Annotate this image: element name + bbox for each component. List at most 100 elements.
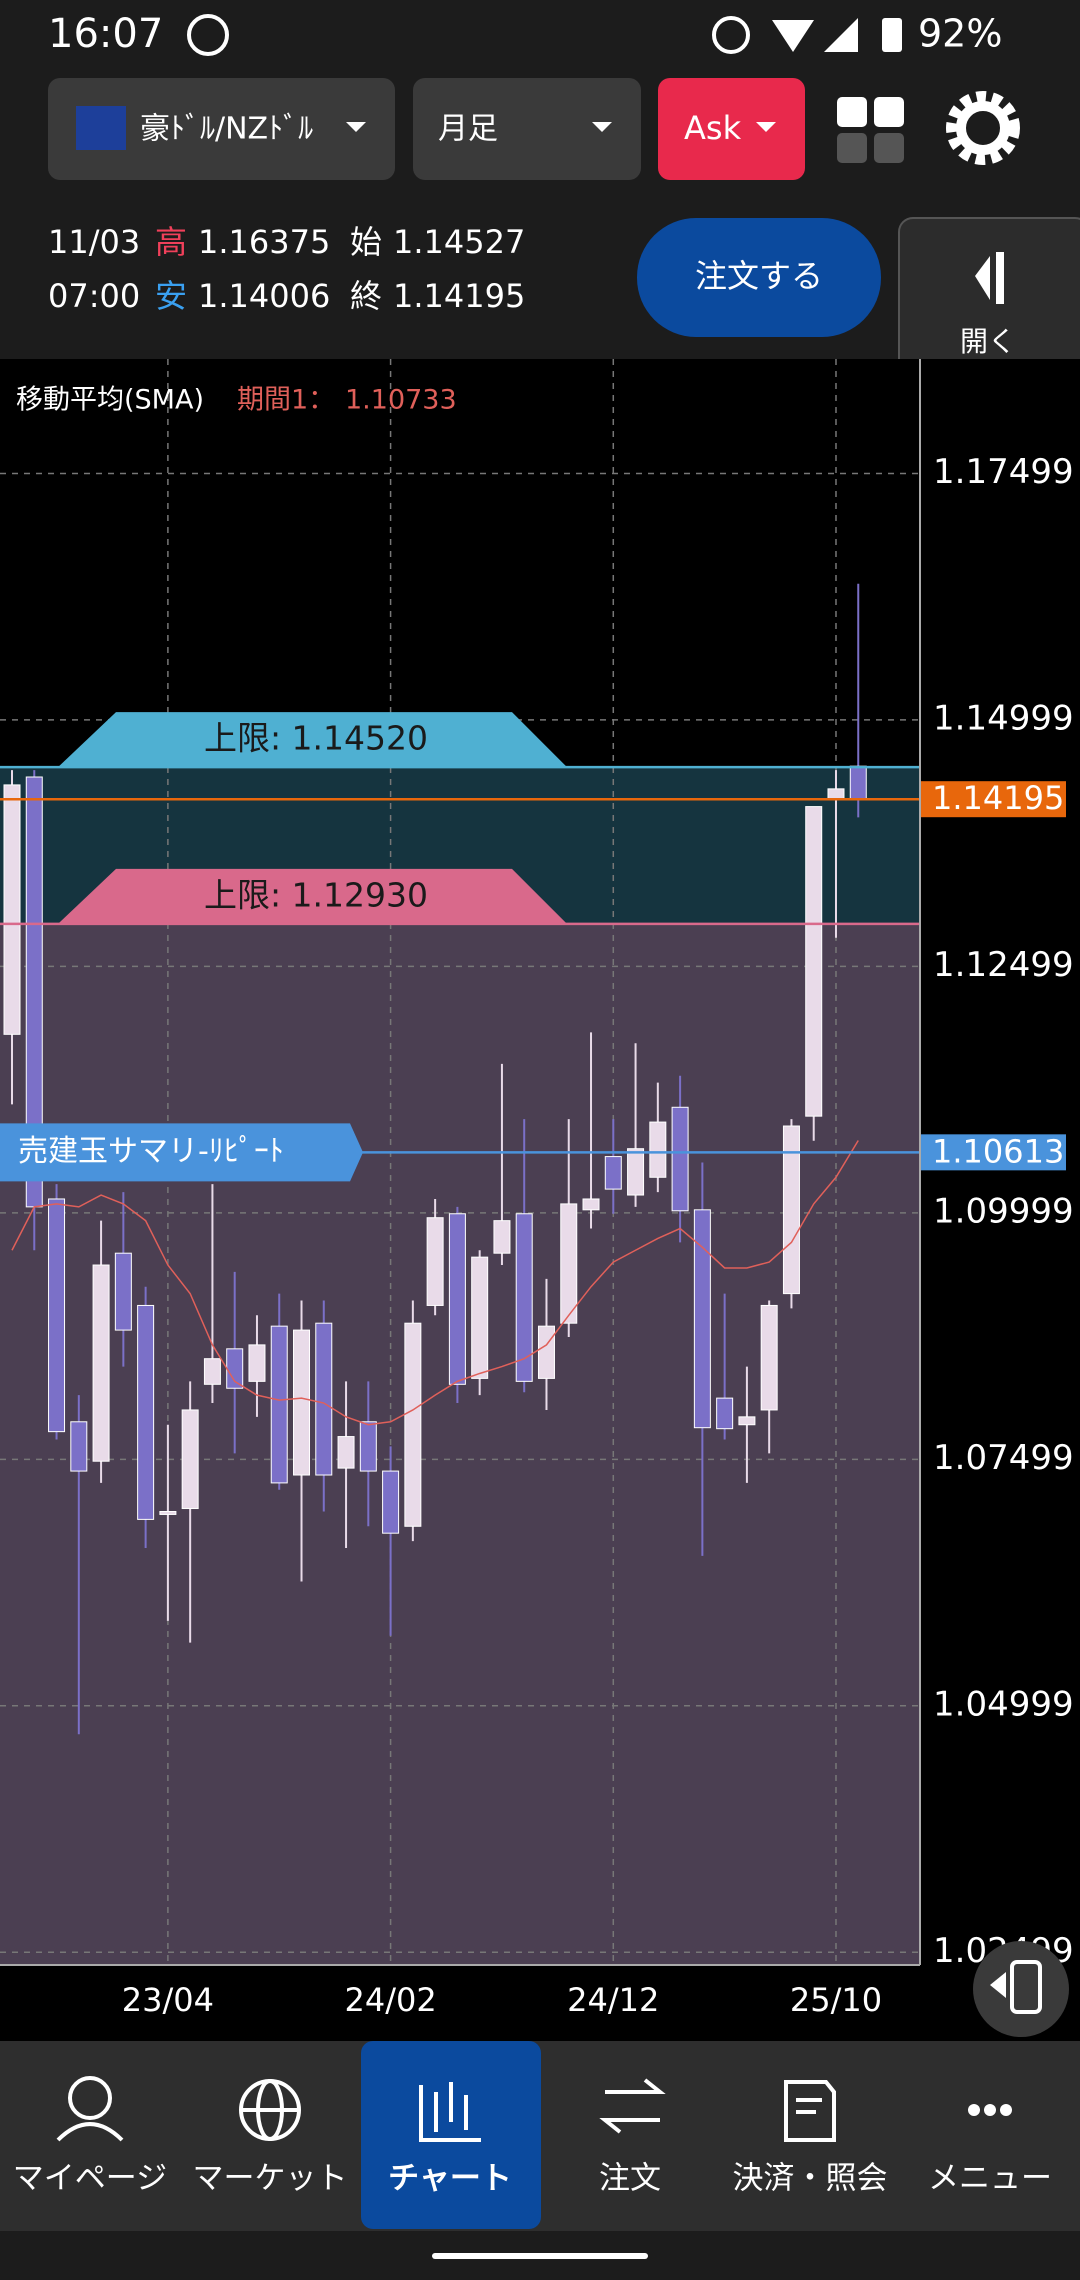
side-name: Ask [684,109,742,147]
close-value: 1.14195 [393,277,525,315]
order-button[interactable] [637,218,881,337]
indicator-name: 移動平均(SMA) [16,385,204,416]
candle-body [426,1217,444,1306]
flag-icon [76,106,126,150]
candle-body [270,1325,288,1484]
panel-icon [975,252,1004,304]
period-select[interactable] [413,78,641,180]
candle-body [671,1106,689,1212]
candles [3,583,867,1735]
candle-body [137,1304,155,1520]
candle-body [627,1148,645,1196]
candle-body [337,1436,355,1469]
nav-label: チャート [388,2161,512,2197]
order-button-label: 注文する [695,257,823,295]
pair-name: 豪ﾄﾞﾙ/NZﾄﾞﾙ [140,112,313,147]
y-tick-label: 1.04999 [933,1684,1074,1724]
status-icon [187,14,229,56]
candle-body [560,1203,578,1324]
high-value: 1.16375 [198,223,330,261]
limit-label: 上限: 1.14520 [204,719,428,758]
settings-button[interactable] [946,91,1020,165]
candle-body [738,1416,756,1426]
nav-label: 決済・照会 [733,2161,888,2197]
price-label: 1.14195 [932,779,1064,817]
layout-button[interactable] [837,97,904,163]
battery-level: 92% [918,12,1002,56]
period-name: 月足 [438,112,498,147]
quote-date: 11/03 [48,223,140,261]
candle-body [604,1156,622,1190]
candle-body [760,1304,778,1411]
x-tick-label: 25/10 [790,1981,882,2019]
candle-body [404,1322,422,1527]
nav-label: メニュー [928,2161,1052,2197]
menu-icon [968,2104,1012,2116]
battery-icon [882,18,902,52]
rotate-button[interactable] [973,1941,1069,2037]
candle-body [92,1264,110,1462]
y-tick-label: 1.09999 [933,1191,1074,1231]
candle-body [471,1256,489,1379]
high-label: 高 [155,223,187,261]
candle-body [493,1220,511,1254]
candle-body [203,1358,221,1385]
candle-body [48,1198,66,1433]
candle-body [315,1322,333,1476]
candle-body [248,1344,266,1382]
candle-body [448,1213,466,1385]
y-tick-label: 1.14999 [933,698,1074,738]
quote-time: 07:00 [48,277,140,315]
wifi-icon [772,20,814,52]
sma-line [11,1140,859,1426]
y-tick-label: 1.12499 [933,945,1074,985]
position-tag [0,1123,363,1182]
dropdown-arrow [756,122,776,132]
nav-icons [56,2076,836,2142]
low-label: 安 [155,277,187,315]
candle-body [849,765,867,800]
candle-body [181,1409,199,1510]
price-box [920,1134,1066,1171]
x-tick-label: 24/02 [344,1981,436,2019]
candle-body [716,1397,734,1430]
open-label: 始 [350,223,382,261]
gesture-bar [432,2253,648,2259]
candle-body [582,1198,600,1211]
y-tick-label: 1.17499 [933,452,1074,492]
panel-button-label: 開く [960,325,1016,358]
pair-select[interactable] [48,78,395,180]
open-value: 1.14527 [393,223,525,261]
candle-body [3,784,21,1035]
status-icon [712,16,750,54]
limit-label: 上限: 1.12930 [204,875,428,914]
nav-label: 注文 [599,2161,661,2197]
chart: 1.024991.049991.074991.099991.124991.149… [0,359,1074,2019]
nav-label: マイページ [13,2161,167,2197]
side-select[interactable] [658,78,805,180]
candle-body [382,1470,400,1534]
candle-body [114,1252,132,1331]
candle-body [782,1125,800,1295]
x-tick-label: 23/04 [122,1981,214,2019]
candle-body [693,1209,711,1429]
x-tick-label: 24/12 [567,1981,659,2019]
limit-tag [58,868,567,924]
nav-active [361,2041,541,2229]
price-box [920,781,1066,818]
low-value: 1.14006 [198,277,330,315]
candle-body [226,1348,244,1389]
dropdown-arrow [592,122,612,132]
indicator-period: 期間1： [237,385,335,416]
price-label: 1.10613 [932,1132,1064,1170]
candle-body [159,1510,177,1515]
limit-tag [58,712,567,768]
nav-label: マーケット [193,2161,348,2197]
candle-body [359,1421,377,1472]
candle-body [649,1121,667,1178]
candle-body [537,1325,555,1379]
candle-body [70,1421,88,1472]
candle-body [805,806,823,1117]
